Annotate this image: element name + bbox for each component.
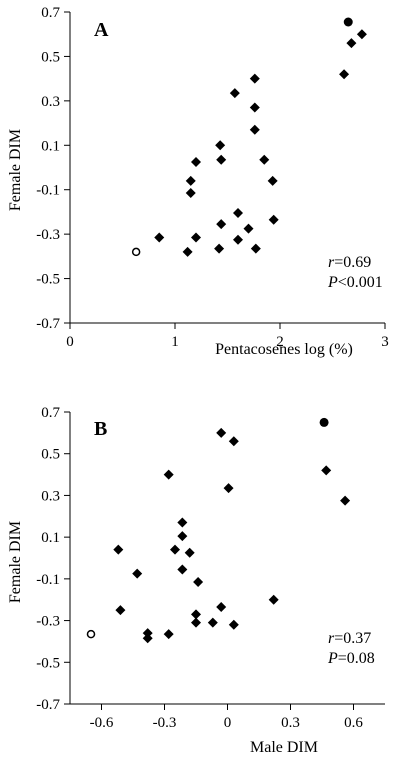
y-axis-label-b: Female DIM [7,521,24,603]
x-tick-label-a: 2 [276,334,284,350]
data-point-diamond-b [184,547,195,558]
x-axis-label-b: Male DIM [250,739,318,756]
y-tick-label-a: 0.3 [41,94,60,110]
data-point-diamond-b [228,436,239,447]
data-point-diamond-a [249,124,260,135]
data-point-diamond-a [233,208,243,219]
data-point-open-circle-b [86,629,96,639]
data-point-diamond-b [163,629,174,640]
data-point-diamond-b [216,427,227,438]
r-value-b: =0.37 [334,630,371,647]
x-tick-label-b: 0.3 [281,715,300,731]
data-point-diamond-a [214,243,225,254]
data-point-diamond-b [170,544,180,555]
y-tick-label-b: -0.7 [36,697,60,713]
data-point-diamond-a [250,243,261,254]
data-point-diamond-a [356,29,367,40]
panel-label-a: A [94,19,109,41]
x-tick-label-b: 0 [224,715,232,731]
panel-a: Female DIM Pentacosenes log (%) A r=0.69… [7,5,389,358]
data-point-diamond-b [207,617,218,628]
y-tick-label-b: -0.1 [36,572,60,588]
p-stat-a: P<0.001 [327,274,383,291]
panel-b: Female DIM Male DIM B r=0.37 P=0.08 0.7 0… [7,405,385,756]
data-point-diamond-b [191,617,201,628]
panel-label-b: B [94,418,107,440]
y-axis-label-a: Female DIM [7,129,24,211]
data-point-diamond-a [215,140,226,151]
data-point-diamond-b [142,633,153,644]
p-symbol-a: P [327,274,338,291]
data-point-diamond-b [321,465,332,476]
y-tick-label-b: 0.3 [41,488,60,504]
data-point-diamond-a [216,154,227,165]
x-tick-label-b: 0.6 [344,715,363,731]
y-tick-label-b: 0.5 [41,447,60,463]
data-point-diamond-a [259,154,270,165]
data-point-diamond-b [177,564,188,575]
data-point-diamond-b [223,483,234,494]
data-point-diamond-b [115,605,126,616]
data-point-diamond-b [193,576,204,587]
x-tick-label-a: 0 [66,334,74,350]
data-point-diamond-b [142,628,153,639]
data-point-diamond-b [216,602,227,613]
data-point-diamond-a [249,73,260,84]
data-point-diamond-a [346,38,357,49]
y-tick-label-a: 0.1 [41,138,60,154]
y-tick-label-a: -0.5 [36,272,60,288]
x-tick-label-a: 3 [381,334,389,350]
data-point-diamond-a [216,219,227,230]
data-point-diamond-a [191,156,201,167]
p-symbol-b: P [327,650,338,667]
data-point-diamond-a [154,232,165,243]
data-point-diamond-a [185,175,196,186]
r-stat-a: r=0.69 [328,254,371,271]
data-point-diamond-b [177,531,188,542]
data-point-filled-circle-b [319,417,329,427]
data-point-diamond-a [229,88,240,99]
data-point-diamond-b [163,469,174,480]
data-point-diamond-a [182,246,193,257]
y-tick-label-a: 0.7 [41,5,60,21]
data-point-diamond-a [243,223,254,234]
y-tick-label-a: -0.7 [36,316,60,332]
data-point-diamond-a [268,214,279,225]
y-tick-label-a: 0.5 [41,49,60,65]
y-tick-label-b: 0.7 [41,405,60,421]
x-tick-label-a: 1 [171,334,179,350]
data-point-open-circle-a [131,247,141,257]
data-point-diamond-b [268,594,279,605]
p-value-a: <0.001 [338,274,383,291]
data-point-diamond-b [177,517,188,528]
r-symbol-a: r [328,254,335,271]
data-point-diamond-b [191,609,201,620]
data-point-diamond-a [249,102,260,113]
x-tick-label-b: -0.6 [90,715,114,731]
data-point-diamond-a [233,234,243,245]
x-axis-label-a: Pentacosenes log (%) [215,341,353,358]
data-point-diamond-b [228,619,239,630]
data-point-filled-circle-a [343,17,353,27]
data-point-diamond-a [267,175,278,186]
data-point-diamond-b [113,544,124,555]
r-stat-b: r=0.37 [328,630,371,647]
x-tick-label-b: -0.3 [153,715,177,731]
y-tick-label-a: -0.3 [36,227,60,243]
y-tick-label-b: -0.3 [36,614,60,630]
data-point-diamond-a [185,188,196,199]
p-value-b: =0.08 [338,650,375,667]
data-point-diamond-a [191,232,201,243]
y-tick-label-a: -0.1 [36,183,60,199]
p-stat-b: P=0.08 [327,650,375,667]
data-point-diamond-b [340,495,351,506]
r-value-a: =0.69 [334,254,371,271]
y-tick-label-b: 0.1 [41,530,60,546]
y-tick-label-b: -0.5 [36,655,60,671]
r-symbol-b: r [328,630,335,647]
data-point-diamond-a [339,69,350,80]
data-point-diamond-b [132,568,143,579]
